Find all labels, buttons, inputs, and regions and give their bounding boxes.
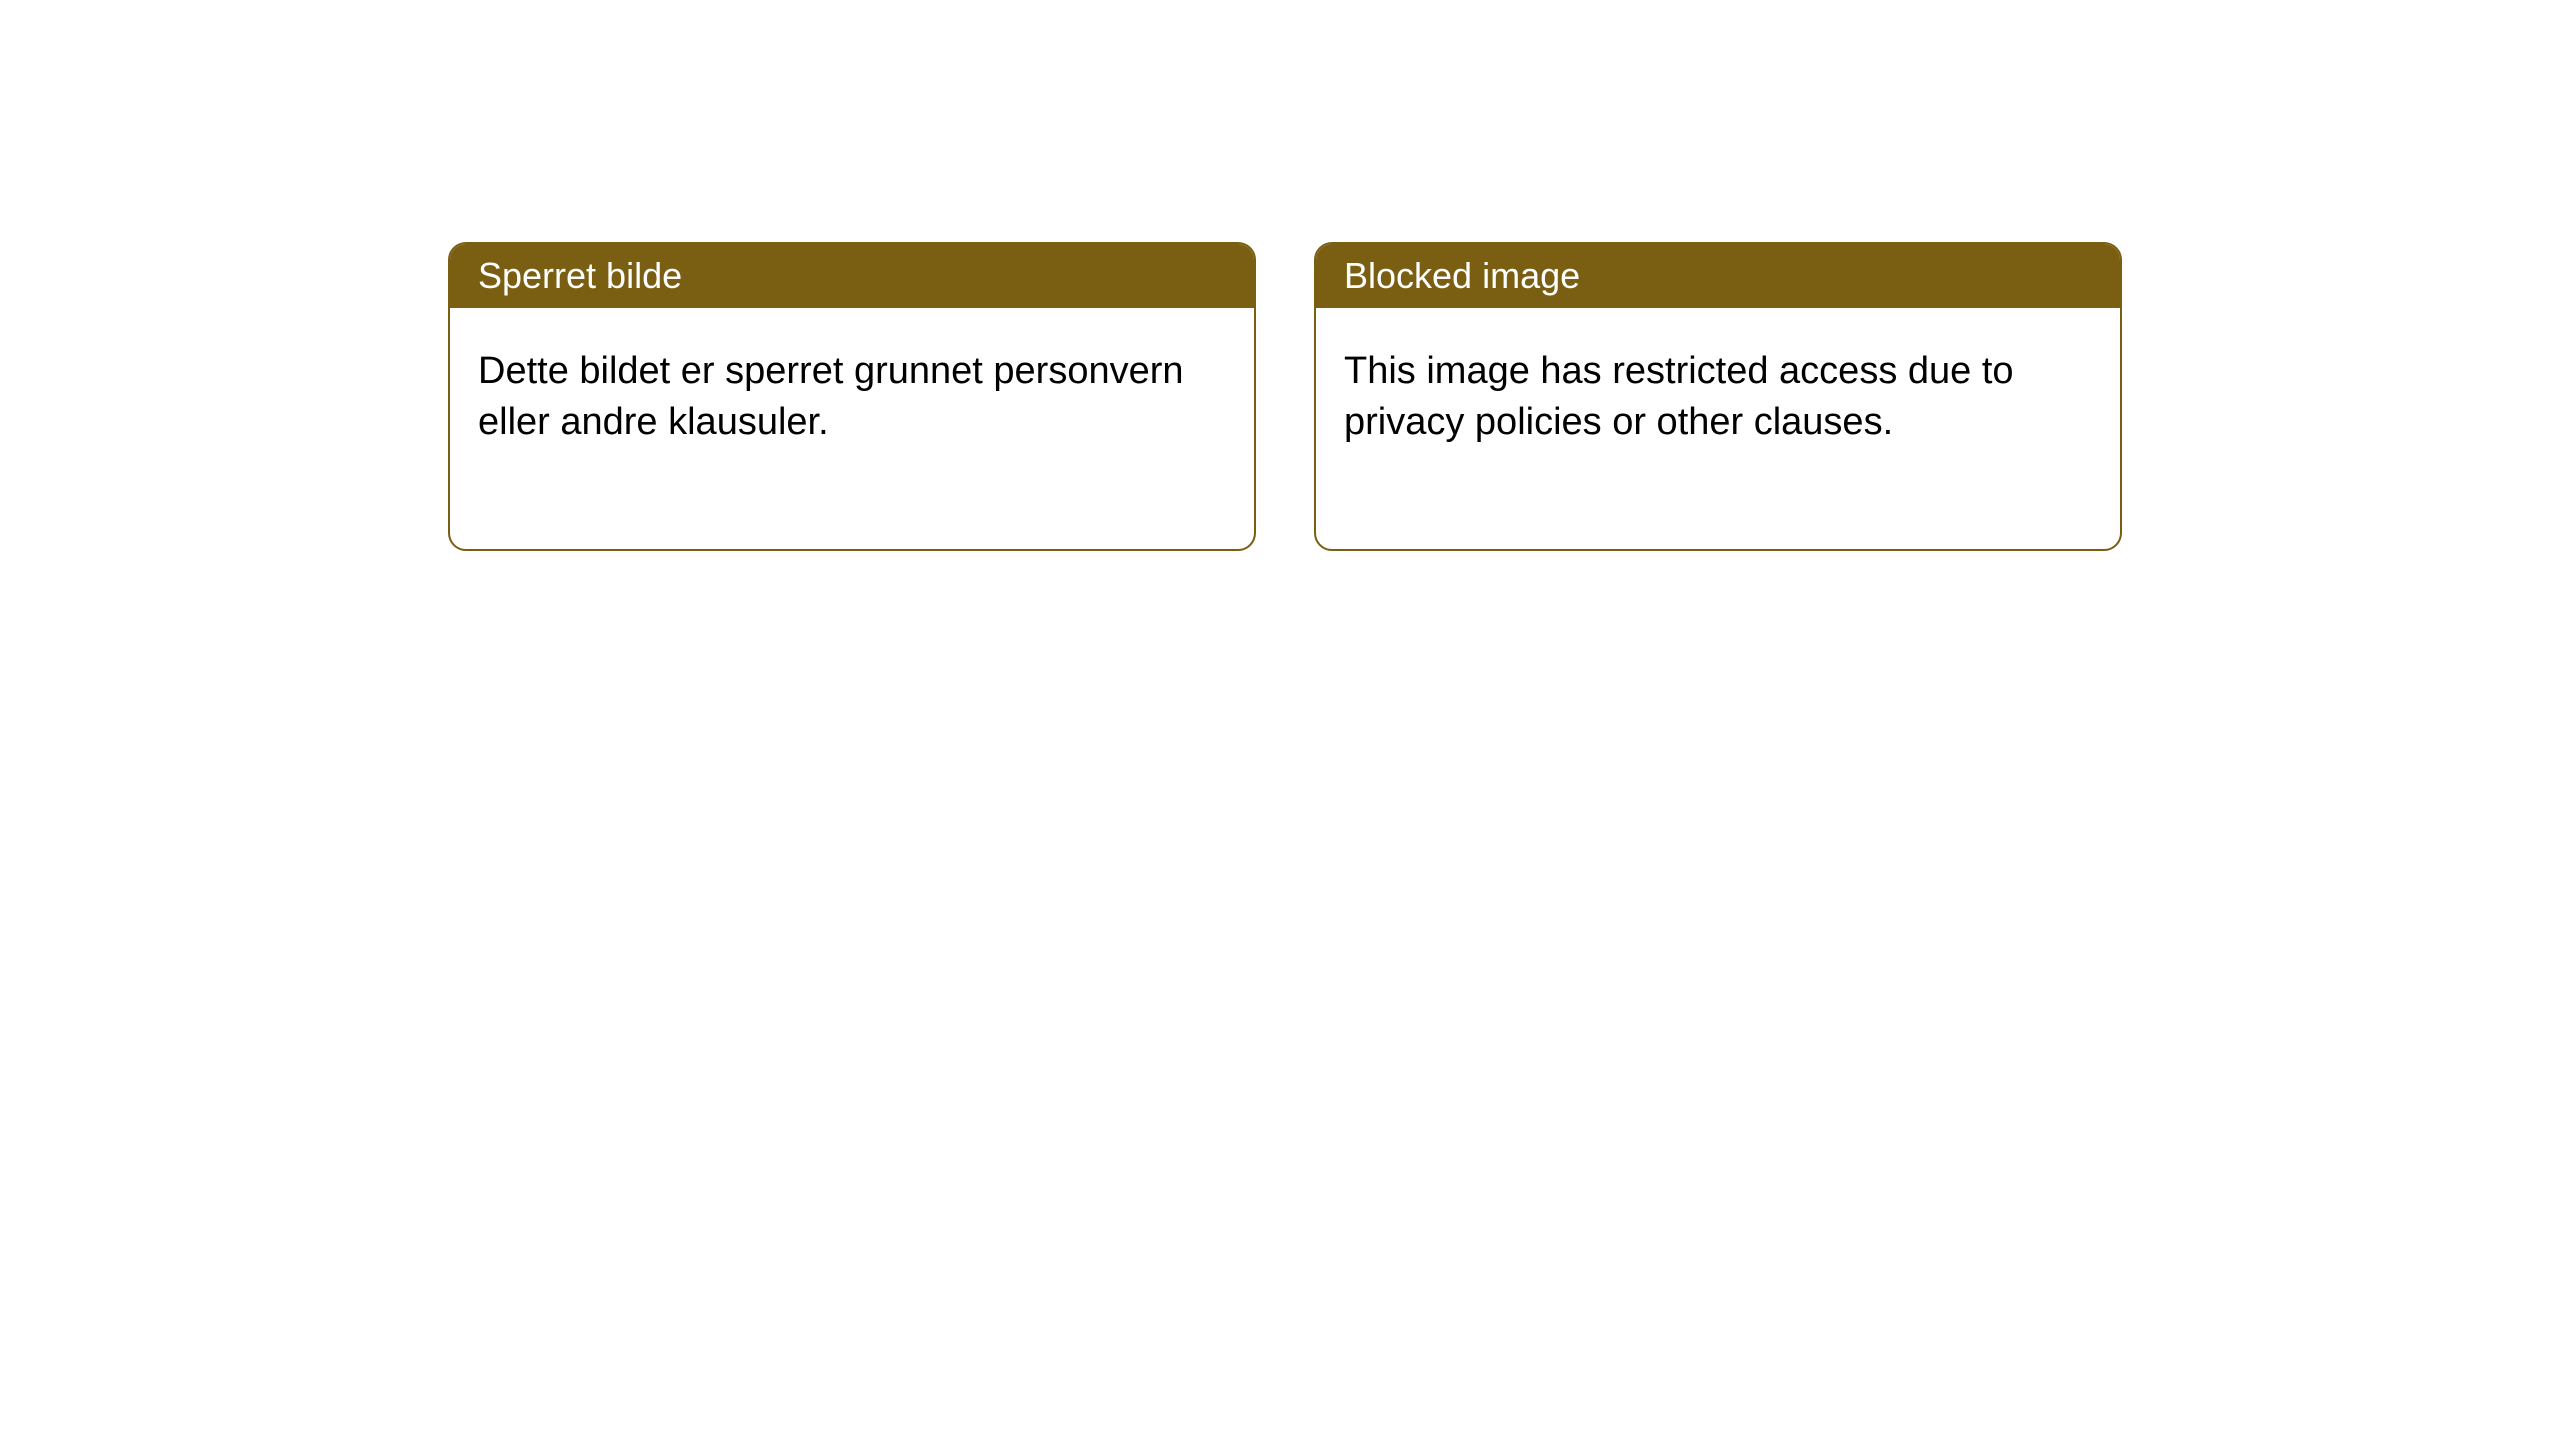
notice-text-norwegian: Dette bildet er sperret grunnet personve… (478, 350, 1184, 443)
notice-body-norwegian: Dette bildet er sperret grunnet personve… (450, 308, 1254, 549)
notice-header-english: Blocked image (1316, 244, 2120, 308)
notice-title-norwegian: Sperret bilde (478, 255, 682, 296)
notice-container: Sperret bilde Dette bildet er sperret gr… (448, 242, 2122, 551)
notice-box-norwegian: Sperret bilde Dette bildet er sperret gr… (448, 242, 1256, 551)
notice-box-english: Blocked image This image has restricted … (1314, 242, 2122, 551)
notice-text-english: This image has restricted access due to … (1344, 350, 2014, 443)
notice-title-english: Blocked image (1344, 255, 1580, 296)
notice-header-norwegian: Sperret bilde (450, 244, 1254, 308)
notice-body-english: This image has restricted access due to … (1316, 308, 2120, 549)
